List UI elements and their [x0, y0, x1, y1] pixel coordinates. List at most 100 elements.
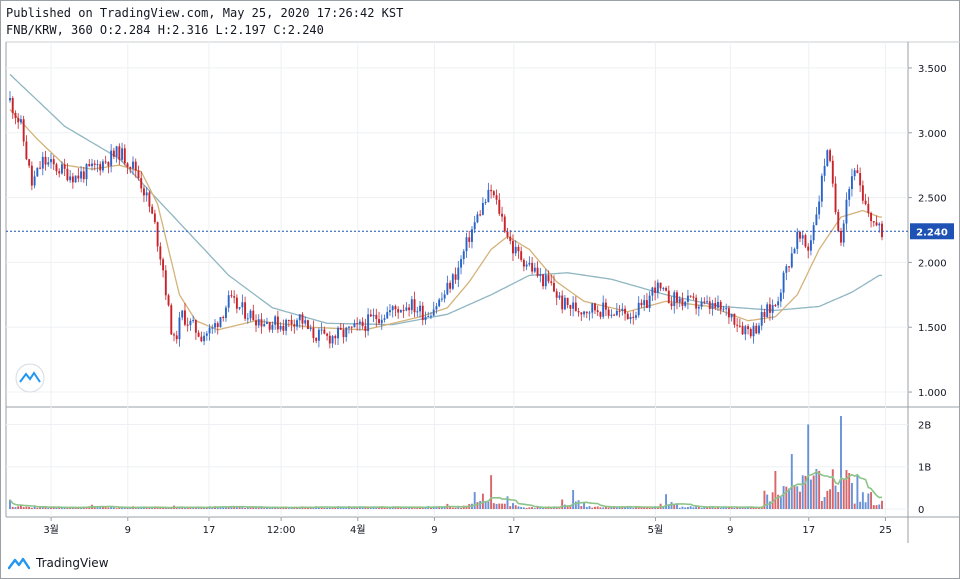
- candle-body: [361, 321, 364, 327]
- candle-body: [621, 308, 624, 311]
- candle-body: [531, 262, 534, 272]
- ma-long-line: [9, 73, 882, 326]
- volume-bar: [287, 508, 290, 509]
- time-tick-label: 17: [507, 525, 520, 536]
- volume-bar: [779, 497, 782, 509]
- volume-bar: [255, 507, 257, 509]
- candle-body: [599, 312, 602, 317]
- volume-bar: [430, 507, 432, 509]
- volume-bar: [490, 475, 493, 509]
- candle-body: [850, 176, 853, 190]
- candle-body: [730, 313, 733, 318]
- volume-bar: [110, 506, 113, 509]
- candle-body: [826, 150, 829, 166]
- volume-bar: [643, 507, 646, 509]
- volume-bar: [22, 507, 25, 509]
- candle-body: [22, 119, 25, 142]
- candle-body: [635, 315, 637, 318]
- volume-bar: [156, 507, 159, 509]
- volume-bar: [820, 500, 823, 509]
- volume-bar: [203, 507, 206, 509]
- candle-body: [104, 161, 107, 163]
- volume-bar: [30, 507, 33, 509]
- volume-bar: [585, 506, 588, 509]
- candle-body: [678, 298, 681, 303]
- candle-body: [112, 150, 115, 157]
- candle-body: [796, 232, 799, 249]
- candle-body: [285, 319, 288, 331]
- candle-body: [610, 314, 613, 316]
- volume-bar: [148, 507, 151, 509]
- candle-body: [66, 168, 69, 181]
- candle-body: [834, 183, 837, 212]
- volume-bar: [216, 507, 219, 509]
- candle-body: [11, 98, 14, 113]
- candle-body: [309, 327, 312, 330]
- volume-bar: [881, 500, 883, 509]
- candle-body: [842, 223, 845, 243]
- candle-body: [446, 282, 449, 295]
- volume-bar: [238, 507, 241, 509]
- candle-body: [651, 287, 654, 296]
- volume-bar: [700, 507, 703, 509]
- candle-body: [501, 213, 503, 217]
- volume-bar: [566, 505, 569, 509]
- volume-bar: [785, 486, 788, 509]
- volume-bar: [615, 507, 618, 509]
- volume-bar: [375, 507, 378, 509]
- volume-bar: [451, 507, 454, 509]
- volume-bar: [194, 507, 197, 509]
- candle-body: [793, 248, 796, 254]
- candle-body: [708, 301, 711, 310]
- volume-bar: [421, 507, 424, 509]
- candle-body: [380, 319, 383, 324]
- candle-body: [440, 298, 443, 300]
- candle-body: [738, 325, 741, 327]
- candle-body: [725, 308, 728, 310]
- candle-body: [244, 302, 247, 319]
- candle-body: [457, 267, 460, 280]
- volume-bar: [222, 507, 225, 509]
- candle-body: [823, 165, 826, 176]
- candle-body: [820, 175, 823, 202]
- candle-body: [774, 304, 777, 306]
- candle-body: [799, 232, 801, 239]
- candle-body: [249, 310, 252, 319]
- volume-bar: [28, 506, 31, 509]
- volume-bar: [834, 485, 837, 509]
- candle-body: [719, 301, 722, 310]
- volume-bar: [101, 506, 104, 509]
- volume-bar: [755, 507, 758, 509]
- candle-body: [845, 199, 848, 224]
- volume-bar: [235, 506, 238, 509]
- last-price-badge: [910, 223, 954, 240]
- volume-bar: [509, 506, 512, 509]
- candle-body: [55, 164, 58, 172]
- volume-bar: [561, 499, 564, 509]
- volume-bar: [230, 506, 233, 509]
- candle-body: [555, 291, 558, 298]
- candle-body: [39, 167, 42, 169]
- volume-bar: [9, 499, 11, 509]
- candle-body: [506, 231, 509, 237]
- volume-bar: [725, 507, 728, 509]
- candle-body: [408, 307, 411, 311]
- candle-body: [563, 297, 566, 310]
- candle-body: [93, 163, 96, 165]
- candle-body: [326, 333, 329, 336]
- candle-body: [274, 316, 277, 325]
- candle-body: [394, 306, 397, 310]
- candle-body: [85, 163, 88, 180]
- volume-bar: [353, 506, 356, 509]
- volume-bar: [36, 507, 39, 509]
- candle-body: [80, 171, 83, 179]
- volume-bar: [752, 507, 755, 509]
- candle-body: [320, 329, 323, 331]
- volume-bar: [246, 507, 249, 509]
- volume-bar: [331, 507, 334, 509]
- candle-body: [755, 325, 758, 334]
- candle-body: [386, 312, 389, 319]
- candle-body: [162, 259, 165, 271]
- candle-body: [648, 295, 651, 308]
